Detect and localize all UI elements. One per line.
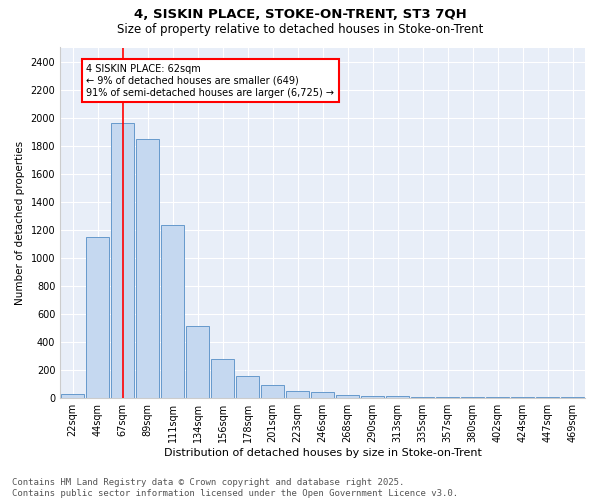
Y-axis label: Number of detached properties: Number of detached properties [15, 140, 25, 304]
Bar [262, 385, 284, 398]
Bar [236, 376, 259, 398]
Bar [136, 138, 159, 398]
Bar [112, 123, 134, 398]
Bar [337, 395, 359, 398]
Bar [386, 396, 409, 398]
Text: Size of property relative to detached houses in Stoke-on-Trent: Size of property relative to detached ho… [117, 22, 483, 36]
Bar [187, 326, 209, 398]
Bar [486, 397, 509, 398]
Bar [61, 394, 84, 398]
Bar [361, 396, 384, 398]
Bar [86, 236, 109, 398]
Bar [161, 226, 184, 398]
Text: 4 SISKIN PLACE: 62sqm
← 9% of detached houses are smaller (649)
91% of semi-deta: 4 SISKIN PLACE: 62sqm ← 9% of detached h… [86, 64, 334, 98]
Bar [311, 392, 334, 398]
Bar [412, 397, 434, 398]
Bar [211, 359, 234, 398]
Bar [286, 390, 309, 398]
Text: 4, SISKIN PLACE, STOKE-ON-TRENT, ST3 7QH: 4, SISKIN PLACE, STOKE-ON-TRENT, ST3 7QH [134, 8, 466, 20]
X-axis label: Distribution of detached houses by size in Stoke-on-Trent: Distribution of detached houses by size … [164, 448, 482, 458]
Text: Contains HM Land Registry data © Crown copyright and database right 2025.
Contai: Contains HM Land Registry data © Crown c… [12, 478, 458, 498]
